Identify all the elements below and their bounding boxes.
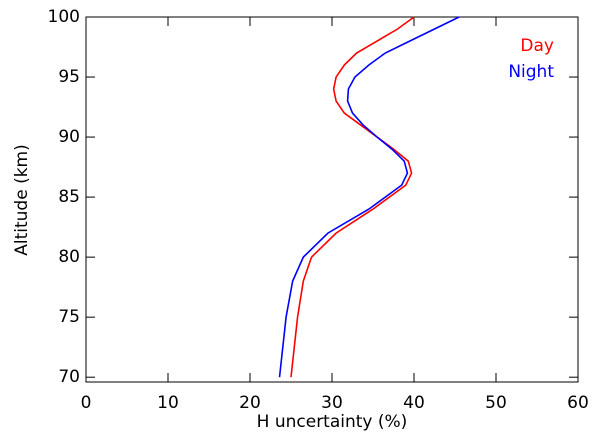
data-line bbox=[278, 16, 460, 378]
x-tick-label: 40 bbox=[403, 393, 425, 413]
y-tick-label: 95 bbox=[58, 67, 80, 87]
legend-entry: Night bbox=[508, 62, 554, 82]
legend-entry: Day bbox=[520, 36, 554, 56]
y-tick-label: 70 bbox=[58, 367, 80, 387]
x-tick-label: 50 bbox=[485, 393, 507, 413]
x-axis-label: H uncertainty (%) bbox=[257, 412, 408, 432]
plot-frame bbox=[85, 16, 579, 383]
data-line bbox=[290, 16, 415, 378]
y-tick-label: 100 bbox=[48, 7, 80, 27]
y-axis-label: Altitude (km) bbox=[12, 144, 32, 256]
y-tick-label: 80 bbox=[58, 247, 80, 267]
x-tick-label: 20 bbox=[239, 393, 261, 413]
x-tick-label: 10 bbox=[157, 393, 179, 413]
x-tick-label: 60 bbox=[567, 393, 589, 413]
y-tick-label: 85 bbox=[58, 187, 80, 207]
x-tick-label: 30 bbox=[321, 393, 343, 413]
y-tick-label: 75 bbox=[58, 307, 80, 327]
y-tick-label: 90 bbox=[58, 127, 80, 147]
x-tick-label: 0 bbox=[81, 393, 92, 413]
